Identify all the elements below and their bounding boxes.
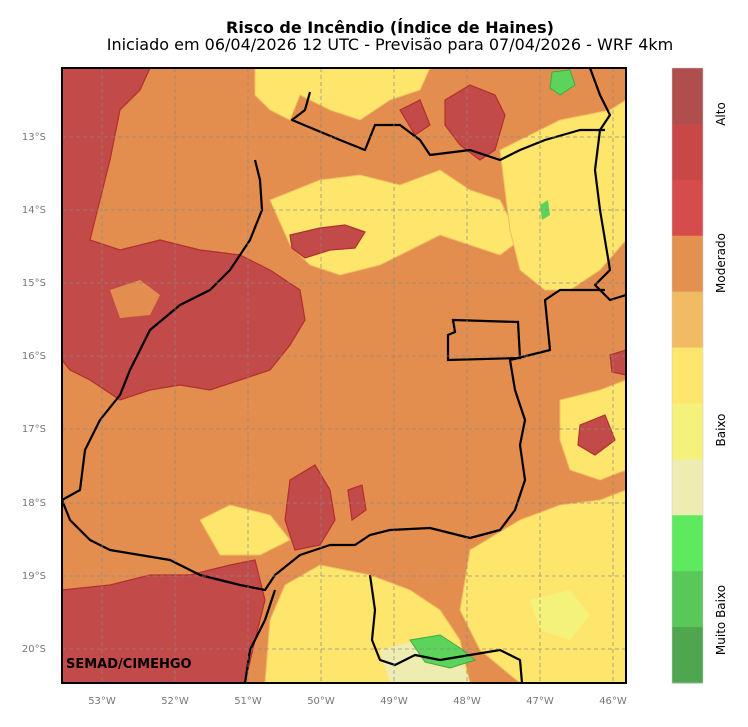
colorbar [671,67,704,684]
high-region-east [577,414,616,456]
colorbar-label-baixo: Baixo [714,414,728,447]
colorbar-swatch [672,291,703,349]
colorbar-label-muito-baixo: Muito Baixo [714,585,728,655]
colorbar-label-alto: Alto [714,102,728,126]
federal-district-boundary [446,318,522,362]
map-field [62,68,626,683]
colorbar-swatch [672,235,703,293]
colorbar-swatch [672,627,703,684]
map-subtitle: Iniciado em 06/04/2026 12 UTC - Previsão… [106,35,674,54]
high-region-south-center [284,464,336,551]
low-region-east [499,99,626,291]
colorbar-frame [671,67,704,684]
lon-label: 49°W [380,696,408,707]
lat-axis: 13°S 14°S 15°S 16°S 17°S 18°S 19°S 20°S [22,132,46,655]
map-gridlines [62,68,626,683]
high-region-central-patch [289,224,366,259]
high-region-southwest [62,559,266,683]
colorbar-swatch [672,515,703,572]
colorbar-swatch [672,179,703,237]
map-frame [61,67,627,684]
credit-label: SEMAD/CIMEHGO [66,657,192,672]
colorbar-labels: Muito Baixo Baixo Moderado Alto [714,102,728,655]
very-low-green-south [409,634,477,669]
lon-label: 48°W [453,696,481,707]
state-boundary [62,68,626,683]
high-region-east-edge [609,349,626,376]
lon-label: 50°W [307,696,335,707]
very-low-green-north [549,69,576,96]
colorbar-swatch [672,68,703,125]
lon-label: 51°W [234,696,262,707]
high-region-north-small [399,99,431,136]
colorbar-label-moderado: Moderado [714,233,728,293]
lat-label: 13°S [22,132,46,143]
lon-axis: 53°W 52°W 51°W 50°W 49°W 48°W 47°W 46°W [88,696,627,707]
lon-label: 47°W [526,696,554,707]
lon-label: 52°W [161,696,189,707]
lon-label: 53°W [88,696,116,707]
lat-label: 20°S [22,644,46,655]
colorbar-swatch [672,571,703,628]
colorbar-swatch [672,123,703,181]
low-region-north [254,68,431,121]
map-title: Risco de Incêndio (Índice de Haines) [226,18,554,37]
lat-label: 14°S [22,205,46,216]
lat-label: 17°S [22,424,46,435]
very-low-pale-patch-2 [530,590,590,640]
lon-label: 46°W [599,696,627,707]
high-region-west-patch [110,280,160,318]
high-region-northeast [444,84,506,161]
lat-label: 15°S [22,278,46,289]
lat-label: 19°S [22,571,46,582]
colorbar-swatch [672,403,703,460]
colorbar-swatch [672,347,703,404]
lat-label: 18°S [22,498,46,509]
colorbar-swatch [672,459,703,516]
low-region-west-mid [199,504,291,556]
lat-label: 16°S [22,351,46,362]
